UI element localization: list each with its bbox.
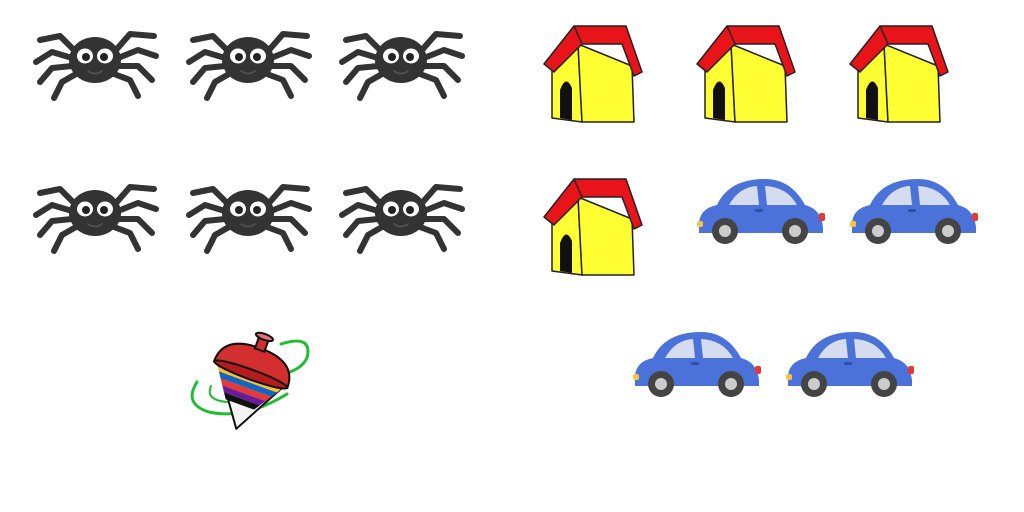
car-icon	[695, 175, 827, 245]
spider-icon	[30, 175, 160, 255]
spinning-top-icon	[183, 330, 313, 434]
car-icon	[784, 328, 916, 398]
spider-icon	[30, 22, 160, 102]
doghouse-icon	[542, 175, 646, 281]
spider-icon	[336, 175, 466, 255]
doghouse-icon	[848, 22, 952, 128]
spider-icon	[183, 22, 313, 102]
spider-icon	[336, 22, 466, 102]
car-icon	[631, 328, 763, 398]
car-icon	[848, 175, 980, 245]
doghouse-icon	[695, 22, 799, 128]
doghouse-icon	[542, 22, 646, 128]
spider-icon	[183, 175, 313, 255]
